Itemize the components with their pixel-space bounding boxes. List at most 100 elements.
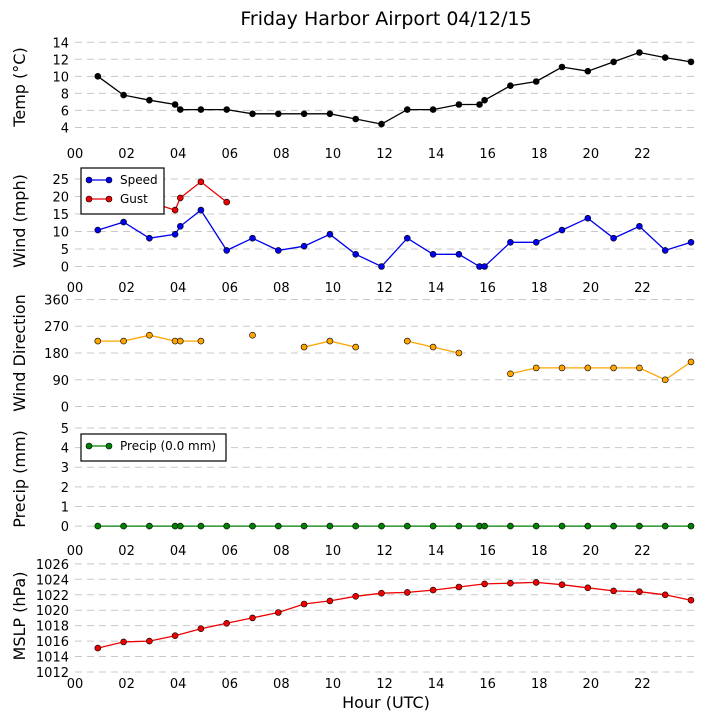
y-tick-label: 1014	[36, 651, 69, 666]
x-tick-label: 04	[170, 544, 187, 559]
x-tick-label: 10	[325, 147, 342, 162]
y-tick-label: 180	[44, 347, 69, 362]
panel-temp: 4 6 8 10 12 14 Temp (°C) 00 02 04 06 08 10 12 14 16 18 20…	[10, 36, 695, 162]
data-point	[352, 522, 360, 530]
data-point	[197, 625, 205, 633]
x-tick-label: 02	[118, 544, 135, 559]
data-point	[429, 106, 437, 113]
data-point	[661, 247, 669, 254]
y-tick-label: 360	[44, 293, 69, 308]
legend-label: Gust	[120, 192, 148, 206]
legend-marker	[105, 195, 113, 203]
x-tick-label: 04	[170, 677, 187, 692]
y-tick-label: 4	[61, 442, 69, 457]
data-point	[249, 522, 256, 530]
data-point	[636, 49, 643, 56]
y-tick-label: 5	[61, 243, 69, 258]
y-tick-label: 1024	[36, 573, 69, 588]
x-tick-label: 14	[428, 281, 445, 296]
data-point	[610, 522, 617, 530]
data-point	[507, 522, 514, 530]
data-point	[455, 101, 463, 108]
data-point	[120, 337, 127, 345]
data-point	[300, 600, 308, 608]
y-tick-label: 0	[61, 401, 69, 416]
data-point	[481, 522, 488, 530]
y-tick-label: 0	[61, 520, 69, 535]
data-point	[120, 218, 127, 226]
data-point	[177, 194, 184, 202]
data-point	[481, 580, 488, 588]
data-point	[120, 638, 127, 646]
data-point	[532, 522, 540, 530]
data-point	[197, 206, 205, 214]
x-axis-label: Hour (UTC)	[342, 693, 430, 712]
y-tick-label: 10	[52, 226, 69, 241]
x-tick-label: 12	[376, 677, 393, 692]
data-point	[429, 343, 437, 351]
data-point	[177, 522, 184, 530]
data-point	[249, 110, 256, 118]
data-point	[378, 589, 385, 597]
y-tick-label: 20	[52, 191, 69, 206]
data-point	[171, 101, 179, 108]
series-line	[510, 361, 692, 381]
x-tick-label: 10	[325, 544, 342, 559]
y-tick-label: 90	[52, 374, 69, 389]
data-point	[429, 522, 437, 530]
data-point	[584, 522, 592, 530]
data-point	[326, 337, 334, 345]
x-tick-label: 06	[221, 147, 238, 162]
data-point	[661, 54, 669, 61]
data-point	[687, 358, 695, 366]
y-tick-label: 8	[61, 87, 69, 102]
x-tick-label: 14	[428, 677, 445, 692]
panel-wind: 0 5 10 15 20 25 Wind (mph) 00 02 04 06 08 10 12 14 16 18…	[10, 167, 695, 296]
x-tick-label: 02	[118, 677, 135, 692]
data-point	[636, 364, 643, 372]
data-point	[378, 120, 385, 128]
y-axis-label: MSLP (hPa)	[10, 572, 29, 661]
data-point	[94, 73, 102, 80]
data-point	[378, 263, 385, 270]
data-point	[403, 106, 411, 113]
data-point	[146, 522, 153, 530]
data-point	[94, 644, 102, 652]
data-point	[223, 522, 230, 530]
legend-label: Precip (0.0 mm)	[120, 439, 216, 453]
x-tick-label: 16	[479, 544, 496, 559]
data-point	[558, 581, 566, 589]
x-tick-label: 04	[170, 281, 187, 296]
data-point	[177, 337, 184, 345]
data-point	[171, 231, 179, 238]
x-tick-label: 08	[273, 147, 290, 162]
data-point	[429, 586, 437, 594]
data-point	[532, 78, 540, 85]
data-point	[584, 364, 592, 372]
y-tick-label: 270	[44, 320, 69, 335]
data-point	[146, 331, 153, 339]
x-tick-label: 22	[634, 544, 651, 559]
x-tick-label: 06	[221, 544, 238, 559]
data-point	[326, 522, 334, 530]
data-point	[687, 58, 695, 66]
x-tick-label: 14	[428, 147, 445, 162]
data-point	[403, 589, 411, 596]
data-point	[481, 96, 488, 104]
data-point	[177, 106, 184, 113]
data-point	[507, 82, 514, 89]
data-point	[326, 231, 334, 238]
x-tick-label: 06	[221, 281, 238, 296]
series-line	[97, 209, 692, 268]
data-point	[249, 234, 256, 242]
y-tick-label: 1020	[36, 604, 69, 619]
data-point	[352, 592, 360, 600]
chart-title: Friday Harbor Airport 04/12/15	[240, 8, 531, 30]
y-tick-label: 1026	[36, 558, 69, 573]
data-point	[661, 522, 669, 530]
y-tick-label: 1016	[36, 635, 69, 650]
data-point	[584, 584, 592, 592]
data-point	[532, 364, 540, 372]
x-tick-label: 16	[479, 677, 496, 692]
